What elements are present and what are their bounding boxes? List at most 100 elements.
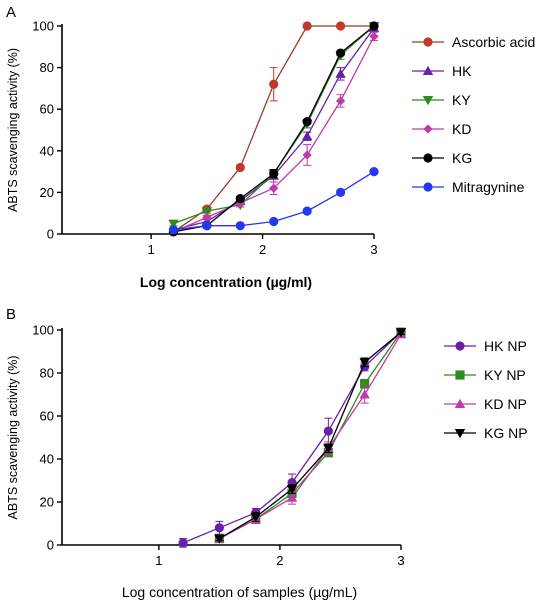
series-ky bbox=[168, 22, 380, 229]
x-tick-label: 2 bbox=[276, 553, 283, 568]
legend-marker bbox=[423, 182, 433, 192]
data-point bbox=[335, 96, 346, 106]
legend-marker bbox=[422, 65, 434, 75]
data-point bbox=[395, 328, 407, 338]
legend-item: KD NP bbox=[444, 396, 527, 412]
data-point bbox=[323, 426, 333, 436]
data-point bbox=[201, 207, 213, 217]
series-line bbox=[173, 27, 375, 231]
y-axis-label: ABTS scavenging activity (%) bbox=[6, 48, 20, 212]
x-tick-label: 2 bbox=[259, 242, 266, 257]
legend-marker bbox=[454, 398, 466, 408]
legend-label: KD bbox=[452, 121, 471, 137]
legend-marker bbox=[423, 124, 433, 134]
series-ascorbic-acid bbox=[168, 21, 379, 237]
data-point bbox=[302, 21, 312, 31]
y-tick-label: 100 bbox=[32, 19, 54, 34]
legend-marker bbox=[455, 341, 465, 351]
series-ky-np bbox=[214, 327, 406, 544]
legend-label: KD NP bbox=[484, 396, 527, 412]
legend-item: KG bbox=[412, 150, 472, 166]
y-tick-label: 20 bbox=[40, 185, 54, 200]
legend-label: HK NP bbox=[484, 338, 527, 354]
legend-label: Ascorbic acid bbox=[452, 34, 535, 50]
y-tick-label: 60 bbox=[40, 102, 54, 117]
data-point bbox=[269, 169, 279, 179]
data-point bbox=[269, 183, 279, 193]
x-axis-label: Log concentration (µg/ml) bbox=[140, 274, 312, 290]
series-line bbox=[173, 25, 375, 233]
data-point bbox=[178, 538, 188, 548]
legend-item: KD bbox=[412, 121, 471, 137]
series-kd bbox=[168, 31, 379, 237]
data-point bbox=[335, 68, 346, 78]
data-point bbox=[286, 485, 298, 495]
legend-item: HK bbox=[412, 63, 472, 79]
data-point bbox=[302, 117, 312, 127]
data-point bbox=[335, 187, 346, 197]
panel-b-chart: 0 20 40 60 80 100 1 2 3 Log concentration of samp… bbox=[6, 323, 528, 601]
series-kg-np bbox=[214, 328, 407, 544]
data-point bbox=[269, 79, 279, 89]
y-tick-label: 60 bbox=[40, 409, 54, 424]
y-tick-label: 0 bbox=[47, 538, 54, 553]
data-point bbox=[214, 523, 224, 533]
series-hk bbox=[168, 22, 380, 234]
y-tick-label: 80 bbox=[40, 60, 54, 75]
data-point bbox=[323, 444, 334, 454]
legend-label: Mitragynine bbox=[452, 179, 525, 195]
legend-label: KG bbox=[452, 150, 472, 166]
series-hk-np bbox=[178, 327, 406, 548]
data-point bbox=[250, 513, 261, 523]
y-tick-label: 40 bbox=[40, 143, 54, 158]
legend-item: KY bbox=[412, 92, 471, 108]
legend-item: KG NP bbox=[444, 425, 528, 441]
data-point bbox=[369, 167, 379, 177]
data-point bbox=[202, 212, 212, 222]
data-point bbox=[302, 206, 312, 216]
legend-label: KY bbox=[452, 92, 471, 108]
legend-marker bbox=[422, 96, 434, 106]
panel-a-chart: 0 20 40 60 80 100 1 2 3 Log concentration (µg/ml)… bbox=[6, 19, 535, 291]
legend-label: KY NP bbox=[484, 367, 526, 383]
legend-item: Mitragynine bbox=[412, 179, 525, 195]
x-tick-label: 1 bbox=[155, 553, 162, 568]
data-point bbox=[369, 21, 379, 31]
y-axis-label: ABTS scavenging activity (%) bbox=[6, 356, 20, 520]
series-line bbox=[219, 333, 402, 540]
series-line bbox=[173, 36, 375, 233]
legend-marker bbox=[423, 37, 433, 47]
legend-label: HK bbox=[452, 63, 472, 79]
y-tick-label: 20 bbox=[40, 495, 54, 510]
legend-marker bbox=[454, 429, 466, 439]
series-line bbox=[219, 331, 402, 540]
data-point bbox=[369, 31, 379, 41]
series-mitragynine bbox=[168, 167, 379, 235]
data-point bbox=[168, 225, 179, 235]
data-point bbox=[360, 379, 370, 389]
y-tick-label: 0 bbox=[47, 227, 54, 242]
data-point bbox=[202, 221, 212, 231]
legend-marker bbox=[455, 370, 465, 380]
data-point bbox=[335, 21, 346, 31]
series-line bbox=[173, 25, 374, 233]
legend-label: KG NP bbox=[484, 425, 528, 441]
series-kd-np bbox=[214, 329, 407, 543]
data-point bbox=[286, 492, 298, 502]
legend-marker bbox=[423, 153, 433, 163]
data-point bbox=[359, 358, 370, 368]
data-point bbox=[335, 48, 346, 58]
data-point bbox=[359, 389, 370, 399]
y-tick-label: 100 bbox=[32, 323, 54, 338]
x-tick-label: 3 bbox=[397, 553, 404, 568]
x-tick-label: 3 bbox=[370, 242, 377, 257]
panel-b-letter: B bbox=[6, 306, 16, 323]
legend-item: KY NP bbox=[444, 367, 526, 383]
panel-a-letter: A bbox=[6, 4, 16, 21]
x-tick-label: 1 bbox=[148, 242, 155, 257]
data-point bbox=[168, 219, 179, 229]
x-axis-label: Log concentration of samples (µg/mL) bbox=[122, 584, 357, 600]
series-kg bbox=[168, 21, 379, 237]
data-point bbox=[301, 131, 313, 141]
